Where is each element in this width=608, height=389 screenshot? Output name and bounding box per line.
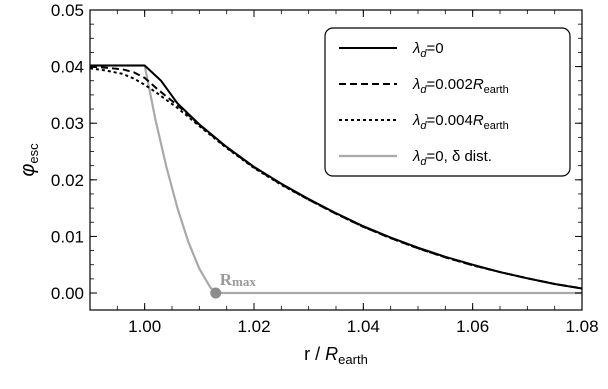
x-tick-label: 1.00 [128, 317, 161, 336]
legend-label-2: λd=0.002Rearth [412, 76, 509, 96]
series-layer [90, 64, 582, 295]
rmax-marker [210, 287, 222, 299]
series-line-3 [90, 67, 582, 290]
x-tick-label: 1.02 [237, 317, 270, 336]
x-tick-label: 1.04 [347, 317, 380, 336]
legend-box [324, 27, 571, 177]
y-axis-label: φesc [17, 143, 41, 177]
series-line-4 [90, 64, 582, 295]
x-tick-label: 1.08 [565, 317, 598, 336]
y-tick-label: 0.01 [51, 227, 84, 246]
y-tick-label: 0.05 [51, 1, 84, 20]
y-tick-label: 0.04 [51, 58, 84, 77]
legend-label-3: λd=0.004Rearth [412, 112, 509, 132]
x-axis-label: r / Rearth [304, 344, 368, 367]
legend: λd=0 λd=0.002Rearth λd=0.004Rearth λd=0, δ … [324, 27, 571, 177]
y-tick-label: 0.03 [51, 114, 84, 133]
x-tick-label: 1.06 [456, 317, 489, 336]
y-tick-label: 0.00 [51, 284, 84, 303]
y-axis-ticks: 0.00 0.01 0.02 0.03 0.04 0.05 [51, 1, 582, 303]
rmax-label: Rmax [220, 270, 257, 289]
y-tick-label: 0.02 [51, 171, 84, 190]
legend-label-1: λd=0 [412, 40, 444, 60]
legend-label-4: λd=0, δ dist. [412, 148, 492, 168]
x-axis-ticks: 1.00 1.02 1.04 1.06 1.08 [89, 10, 599, 336]
annotation-layer: Rmax [210, 270, 256, 299]
